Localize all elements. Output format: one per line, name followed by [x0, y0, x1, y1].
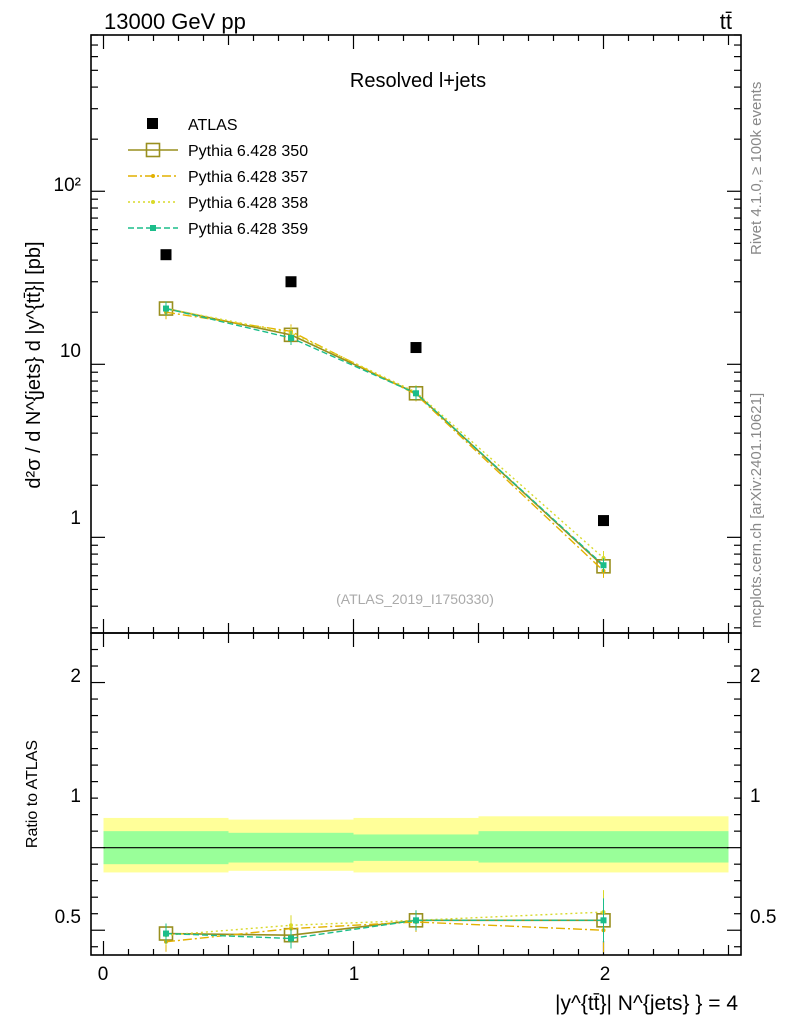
y-tick-10: 10: [60, 341, 81, 362]
chart-title: Resolved l+jets: [350, 70, 486, 92]
mc-point-4: [288, 334, 294, 341]
mc-line-2: [165, 311, 604, 572]
legend-label-1: Pythia 6.428 350: [188, 143, 308, 160]
atlas-data-point: [285, 276, 297, 288]
ratio-frame: [90, 632, 742, 956]
ratio-tick-1-right: 1: [750, 786, 761, 807]
atlas-data-point: [598, 515, 609, 527]
mc-line-4: [165, 307, 604, 566]
atlas-data-point: [410, 342, 422, 354]
main-panel: 1 10 10² Resolved l+jets (ATLAS_2019_I17…: [23, 34, 742, 634]
legend-label-2: Pythia 6.428 357: [188, 169, 308, 186]
ratio-point-4: [288, 935, 294, 942]
ratio-tick-05-left: 0.5: [55, 907, 81, 928]
ratio-point-4: [163, 930, 169, 937]
x-tick-0: 0: [98, 964, 109, 985]
legend: ATLAS Pythia 6.428 350 Pythia 6.428 357 Pyt…: [128, 117, 308, 238]
ratio-tick-2-left: 2: [70, 666, 81, 687]
mc-line-1: [165, 307, 605, 567]
mc-line-3: [165, 307, 604, 559]
x-tick-2: 2: [600, 964, 611, 985]
mc-point-3: [601, 555, 606, 560]
ratio-tick-05-right: 0.5: [750, 907, 776, 928]
ratio-point-3: [289, 923, 293, 928]
legend-label-4: Pythia 6.428 359: [188, 221, 308, 238]
rivet-label: Rivet 4.1.0, ≥ 100k events: [748, 82, 765, 255]
ratio-tick-2-right: 2: [750, 666, 761, 687]
legend-atlas-label: ATLAS: [188, 117, 238, 134]
mcplots-label: mcplots.cern.ch [arXiv:2401.10621]: [748, 393, 765, 628]
stat-uncertainty-band: [478, 831, 729, 863]
analysis-label: (ATLAS_2019_I1750330): [336, 591, 494, 607]
ratio-tick-1-left: 1: [70, 786, 81, 807]
y-axis-label: d²σ / d N^{jets} d |y^{tt̄}| [pb]: [23, 241, 45, 488]
y-tick-100: 10²: [54, 175, 81, 196]
atlas-data-point: [160, 249, 172, 261]
x-axis-label: |y^{tt̄}| N^{jets} } = 4: [555, 992, 738, 1015]
mc-point-4: [163, 305, 169, 312]
ratio-line-2: [165, 921, 604, 943]
ratio-point-4: [600, 917, 607, 924]
ratio-panel: 0.5 1 2 0.5 1 2 Ratio to ATLAS 0 1 2: [24, 632, 776, 985]
legend-marker-1: [145, 142, 161, 158]
ratio-point-4: [413, 917, 419, 924]
energy-label: 13000 GeV pp: [104, 9, 246, 34]
y-tick-1: 1: [70, 508, 81, 529]
ratio-line-4: [165, 919, 604, 940]
process-label: tt̄: [720, 9, 732, 34]
mc-point-4: [413, 390, 419, 397]
legend-marker-3: [151, 200, 155, 204]
legend-marker-2: [151, 174, 155, 178]
legend-label-3: Pythia 6.428 358: [188, 195, 308, 212]
ratio-axis-label: Ratio to ATLAS: [24, 740, 41, 848]
mc-point-4: [600, 562, 607, 569]
legend-marker-4: [150, 225, 156, 231]
ratio-line-1: [165, 919, 604, 936]
x-tick-1: 1: [349, 964, 360, 985]
legend-atlas-marker: [147, 118, 158, 129]
